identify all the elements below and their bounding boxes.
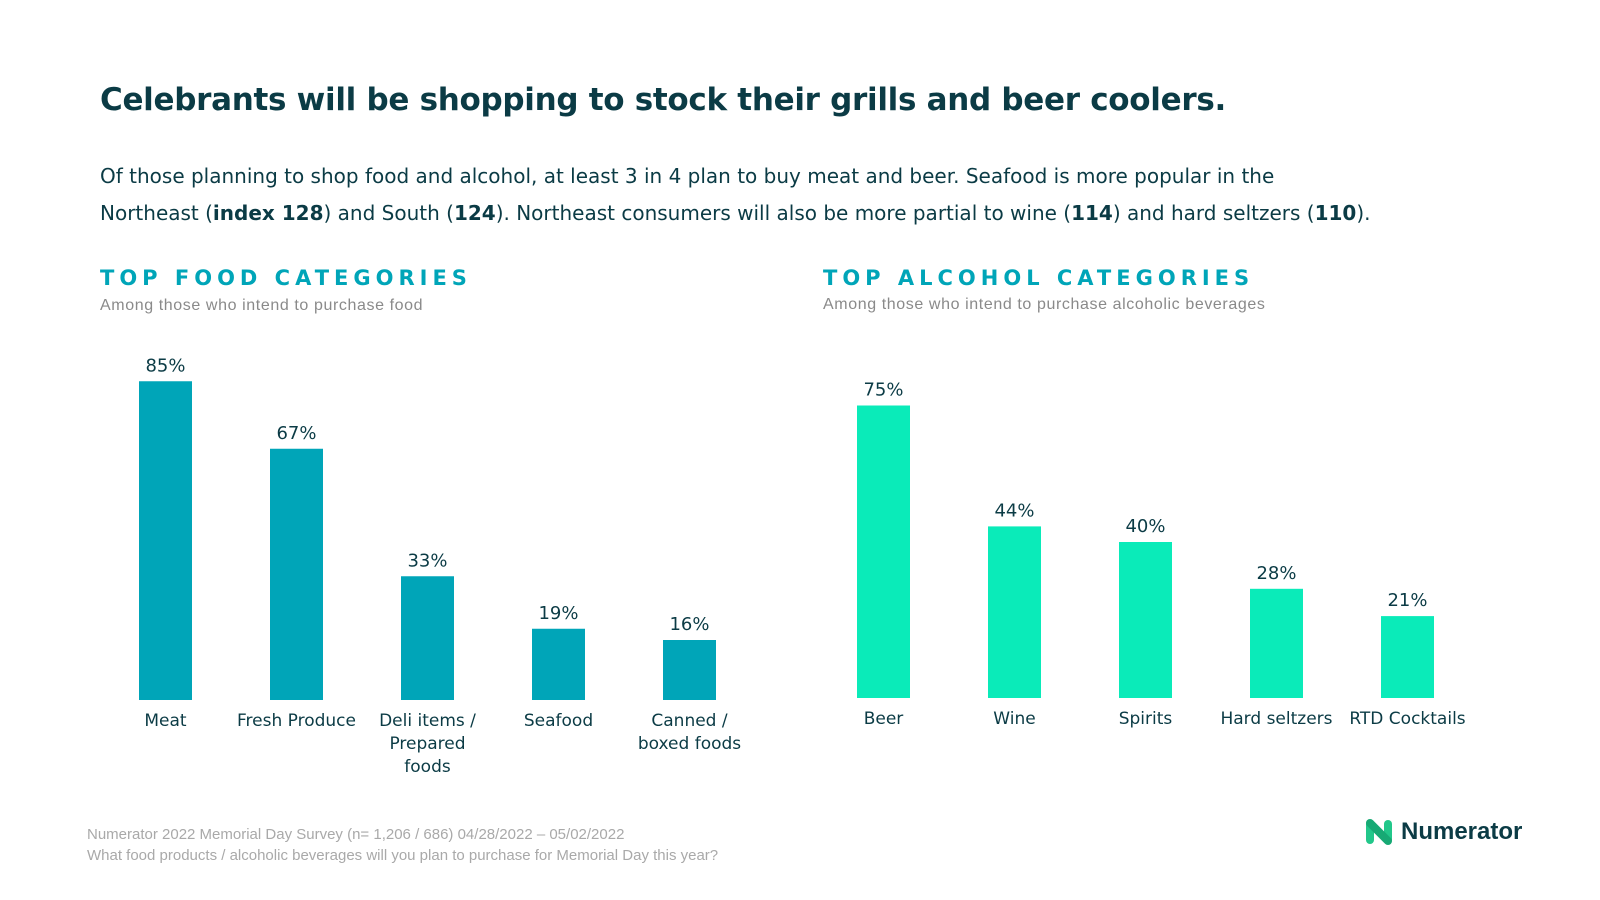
- category-label: RTD Cocktails: [1349, 709, 1465, 729]
- bar-beer: [857, 405, 910, 698]
- value-label: 33%: [407, 550, 447, 571]
- food-chart-title: TOP FOOD CATEGORIES: [100, 266, 472, 290]
- bar-deli-items-prepared-foods: [401, 576, 454, 700]
- value-label: 75%: [863, 380, 903, 401]
- bar-canned-boxed-foods: [663, 640, 716, 700]
- value-label: 44%: [994, 500, 1034, 521]
- alcohol-chart-subtitle: Among those who intend to purchase alcoh…: [823, 296, 1266, 313]
- bar-seafood: [532, 628, 585, 700]
- food-bar-chart: 85% Meat 67% Fresh Produce 33% Deli items / Pr…: [139, 355, 741, 777]
- alcohol-bar-chart: 75% Beer 44% Wine 40% Spirits 28% Hard seltzers…: [857, 380, 1466, 729]
- category-label: Hard seltzers: [1220, 709, 1332, 729]
- value-label: 19%: [538, 603, 578, 624]
- subtitle-bold: index 128: [212, 201, 324, 225]
- page-title: Celebrants will be shopping to stock the…: [100, 82, 1226, 118]
- value-label: 85%: [145, 355, 185, 376]
- category-label: Fresh Produce: [237, 711, 356, 731]
- category-label: Seafood: [524, 711, 593, 731]
- subtitle-text: Northeast (: [100, 201, 213, 225]
- subtitle-text: ) and South (: [323, 201, 454, 225]
- bar-spirits: [1119, 542, 1172, 698]
- page-subtitle: Of those planning to shop food and alcoh…: [100, 158, 1520, 232]
- footer-question: What food products / alcoholic beverages…: [87, 847, 719, 864]
- brand-name: Numerator: [1401, 818, 1523, 845]
- subtitle-bold: 124: [453, 201, 496, 225]
- subtitle-text: ).: [1356, 201, 1371, 225]
- category-label: foods: [404, 757, 451, 777]
- alcohol-chart-title: TOP ALCOHOL CATEGORIES: [823, 266, 1255, 290]
- subtitle-text: ). Northeast consumers will also be more…: [495, 201, 1072, 225]
- bar-rtd-cocktails: [1381, 616, 1434, 698]
- footer: Numerator 2022 Memorial Day Survey (n= 1…: [87, 824, 718, 866]
- numerator-logo-icon: [1366, 819, 1392, 845]
- category-label: Spirits: [1119, 709, 1173, 729]
- subtitle-bold: 114: [1071, 201, 1113, 225]
- category-label: Wine: [993, 709, 1035, 729]
- category-label: Canned /: [651, 711, 727, 731]
- footer-source: Numerator 2022 Memorial Day Survey (n= 1…: [87, 826, 625, 843]
- brand-logo: Numerator: [1365, 815, 1522, 849]
- subtitle-text: ) and hard seltzers (: [1112, 201, 1315, 225]
- subtitle-bold: 110: [1314, 201, 1357, 225]
- bar-wine: [988, 526, 1041, 698]
- subtitle-line1: Of those planning to shop food and alcoh…: [100, 164, 1275, 188]
- value-label: 40%: [1125, 516, 1165, 537]
- category-label: Deli items /: [379, 711, 476, 731]
- category-label: Meat: [144, 711, 187, 731]
- value-label: 16%: [669, 614, 709, 635]
- value-label: 67%: [276, 423, 316, 444]
- category-label: boxed foods: [638, 734, 741, 754]
- category-label: Beer: [864, 709, 904, 729]
- food-chart-subtitle: Among those who intend to purchase food: [100, 297, 424, 314]
- bar-fresh-produce: [270, 448, 323, 700]
- bar-meat: [139, 381, 192, 700]
- value-label: 28%: [1256, 563, 1296, 584]
- category-label: Prepared: [389, 734, 465, 754]
- bar-hard-seltzers: [1250, 588, 1303, 698]
- value-label: 21%: [1387, 590, 1427, 611]
